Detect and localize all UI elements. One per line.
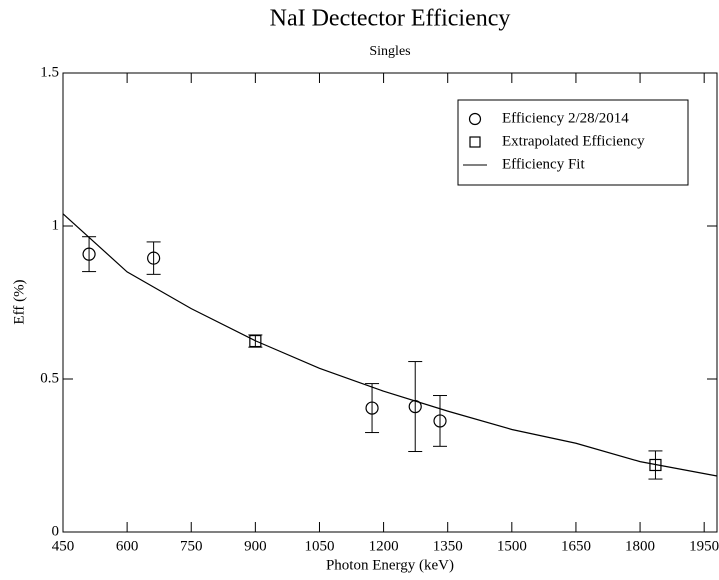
y-tick-label: 0.5 (40, 370, 59, 386)
x-tick-label: 1650 (561, 538, 591, 554)
error-bar (146, 241, 161, 275)
x-tick-label: 900 (244, 538, 267, 554)
x-tick-label: 600 (116, 538, 139, 554)
plot-frame (62, 72, 718, 533)
legend-box (457, 99, 689, 186)
x-tick-label: 1350 (433, 538, 463, 554)
x-tick-label: 450 (52, 538, 75, 554)
y-axis-label: Eff (%) (11, 279, 27, 324)
chart-title: NaI Dectector Efficiency (270, 6, 511, 32)
chart-subtitle: Singles (369, 44, 410, 59)
legend: Efficiency 2/28/2014 Extrapolated Efficie… (457, 99, 689, 186)
x-axis-label: Photon Energy (keV) (326, 557, 454, 573)
error-bar (365, 383, 380, 434)
x-tick-label: 1050 (304, 538, 334, 554)
x-tick-label: 1800 (625, 538, 655, 554)
legend-label: Efficiency 2/28/2014 (502, 110, 629, 126)
data-point (433, 414, 447, 428)
x-tick-label: 750 (180, 538, 203, 554)
legend-label: Efficiency Fit (502, 156, 585, 172)
error-bar (408, 361, 423, 453)
y-tick-label: 1.5 (40, 64, 59, 80)
legend-swatch (468, 112, 482, 126)
x-tick-label: 1950 (689, 538, 719, 554)
fit-line (62, 213, 718, 477)
y-tick-label: 1 (52, 217, 60, 233)
data-point (82, 247, 96, 261)
y-tick-label: 0 (52, 523, 60, 539)
data-point (365, 401, 379, 415)
data-point (249, 334, 262, 348)
x-tick-label: 1500 (497, 538, 527, 554)
x-tick-label: 1200 (369, 538, 399, 554)
legend-label: Extrapolated Efficiency (502, 133, 645, 149)
legend-swatch (469, 136, 481, 148)
error-bar (433, 395, 448, 447)
data-point (147, 251, 161, 265)
